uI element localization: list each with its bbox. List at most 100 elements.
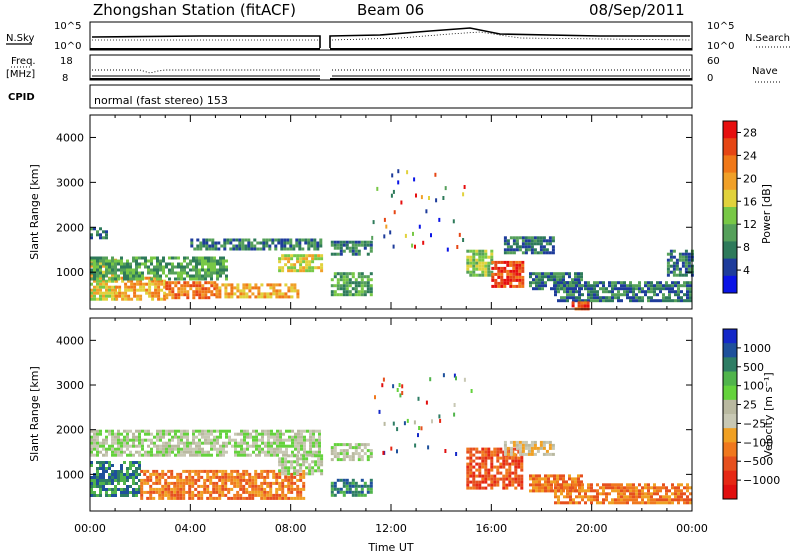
cell	[493, 474, 497, 478]
cell	[135, 470, 138, 473]
cell	[239, 493, 243, 497]
cell	[330, 449, 334, 453]
cell	[152, 496, 156, 500]
cell	[174, 296, 178, 300]
cell	[586, 301, 590, 305]
cell	[687, 267, 691, 271]
cell	[281, 295, 285, 299]
cell	[96, 288, 99, 292]
cell	[518, 266, 522, 270]
cell	[581, 483, 584, 487]
cell	[165, 429, 168, 433]
cell	[93, 262, 96, 266]
cell	[306, 429, 309, 433]
xtick-label-0: 00:00	[74, 522, 106, 535]
cell	[158, 472, 162, 476]
cell	[611, 290, 614, 294]
cell	[278, 257, 282, 261]
cell	[195, 453, 198, 457]
cell	[524, 446, 528, 450]
cell	[590, 501, 593, 505]
cell	[207, 453, 210, 457]
cell	[287, 478, 291, 482]
cell	[286, 247, 290, 251]
cell	[108, 291, 111, 295]
cell	[647, 489, 650, 493]
cell	[496, 471, 500, 475]
cell	[620, 489, 623, 493]
cell	[369, 293, 373, 297]
cell	[135, 467, 138, 470]
cell	[532, 278, 535, 282]
cell	[288, 435, 291, 439]
cell	[264, 429, 267, 433]
cell	[171, 256, 174, 260]
cell	[626, 498, 629, 502]
cell	[227, 496, 231, 500]
cell	[297, 435, 300, 439]
cell	[369, 478, 373, 482]
cell	[102, 236, 105, 240]
cell	[330, 490, 334, 494]
cell	[656, 489, 659, 493]
cell	[182, 496, 186, 500]
cell	[126, 491, 129, 494]
cell	[153, 441, 156, 445]
cell	[156, 262, 159, 266]
cell	[165, 444, 168, 448]
cell	[164, 472, 168, 476]
cell	[90, 485, 93, 488]
cell	[653, 483, 656, 487]
cell	[665, 284, 668, 288]
cell	[105, 447, 108, 451]
cell	[681, 252, 685, 256]
cell	[190, 238, 194, 242]
cell	[647, 287, 650, 291]
cell	[345, 293, 349, 297]
cell	[656, 498, 659, 502]
power-region-10	[466, 249, 494, 277]
cell	[143, 481, 147, 485]
cell	[345, 287, 349, 291]
cell	[239, 472, 243, 476]
cell	[126, 259, 129, 263]
cell	[102, 482, 105, 485]
cell	[248, 295, 252, 299]
cell	[463, 185, 466, 189]
cell	[278, 487, 282, 491]
cell	[345, 449, 349, 453]
cell	[201, 277, 204, 281]
cell	[629, 483, 632, 487]
cell	[490, 486, 494, 490]
cell	[222, 444, 225, 448]
cell	[233, 286, 237, 290]
cell	[389, 230, 392, 235]
cell	[638, 284, 641, 288]
cell	[575, 501, 578, 505]
cell	[472, 480, 476, 484]
cell	[608, 284, 611, 288]
cell	[632, 287, 635, 291]
cell	[186, 262, 189, 266]
cell	[512, 248, 516, 252]
cell	[215, 490, 219, 494]
cell	[96, 277, 99, 281]
cell	[566, 296, 569, 300]
cell	[608, 486, 611, 490]
cell	[689, 281, 692, 285]
cell	[686, 287, 689, 291]
cell	[553, 278, 556, 282]
cell	[219, 271, 222, 275]
cell	[593, 296, 596, 300]
cell	[497, 260, 501, 264]
cell	[562, 275, 565, 279]
cell	[99, 294, 102, 298]
cell	[502, 462, 506, 466]
cell	[677, 290, 680, 294]
cell	[165, 262, 168, 266]
cell	[255, 441, 258, 445]
velocity-cbar-label-3: 25	[743, 399, 757, 412]
cell	[318, 438, 321, 442]
cell	[333, 452, 337, 456]
cell	[512, 275, 516, 279]
